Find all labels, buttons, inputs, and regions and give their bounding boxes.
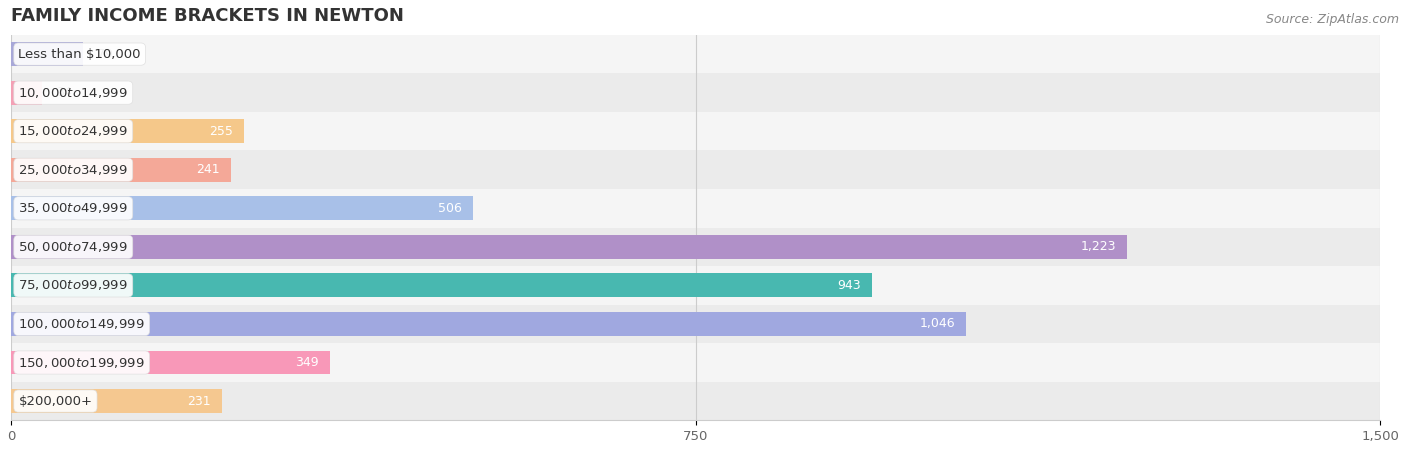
Text: 241: 241 <box>197 163 221 176</box>
Bar <box>11 196 472 220</box>
Text: $75,000 to $99,999: $75,000 to $99,999 <box>18 279 128 292</box>
Bar <box>11 112 1381 150</box>
Text: $100,000 to $149,999: $100,000 to $149,999 <box>18 317 145 331</box>
Text: $50,000 to $74,999: $50,000 to $74,999 <box>18 240 128 254</box>
Text: $150,000 to $199,999: $150,000 to $199,999 <box>18 356 145 369</box>
Text: $25,000 to $34,999: $25,000 to $34,999 <box>18 163 128 177</box>
Bar <box>11 312 966 336</box>
Bar <box>11 382 1381 420</box>
Text: $15,000 to $24,999: $15,000 to $24,999 <box>18 124 128 138</box>
Bar <box>11 228 1381 266</box>
Bar <box>11 351 329 374</box>
Bar <box>11 42 83 66</box>
Bar <box>11 235 1128 259</box>
Text: 255: 255 <box>209 125 233 138</box>
Text: $200,000+: $200,000+ <box>18 395 93 408</box>
Bar <box>11 189 1381 228</box>
Bar <box>11 305 1381 343</box>
Bar <box>11 274 872 297</box>
Bar <box>11 81 42 104</box>
Bar <box>11 119 243 143</box>
Text: Source: ZipAtlas.com: Source: ZipAtlas.com <box>1265 14 1399 27</box>
Bar <box>11 150 1381 189</box>
Text: 943: 943 <box>837 279 860 292</box>
Text: FAMILY INCOME BRACKETS IN NEWTON: FAMILY INCOME BRACKETS IN NEWTON <box>11 7 404 25</box>
Bar <box>11 158 231 182</box>
Text: 79: 79 <box>97 48 112 61</box>
Text: 34: 34 <box>56 86 72 99</box>
Bar <box>11 343 1381 382</box>
Text: 506: 506 <box>439 202 463 215</box>
Text: $10,000 to $14,999: $10,000 to $14,999 <box>18 86 128 99</box>
Text: $35,000 to $49,999: $35,000 to $49,999 <box>18 201 128 215</box>
Bar <box>11 73 1381 112</box>
Bar <box>11 35 1381 73</box>
Text: 349: 349 <box>295 356 319 369</box>
Bar <box>11 266 1381 305</box>
Text: 1,046: 1,046 <box>920 317 955 330</box>
Bar <box>11 389 222 413</box>
Text: 1,223: 1,223 <box>1081 240 1116 253</box>
Text: Less than $10,000: Less than $10,000 <box>18 48 141 61</box>
Text: 231: 231 <box>187 395 211 408</box>
